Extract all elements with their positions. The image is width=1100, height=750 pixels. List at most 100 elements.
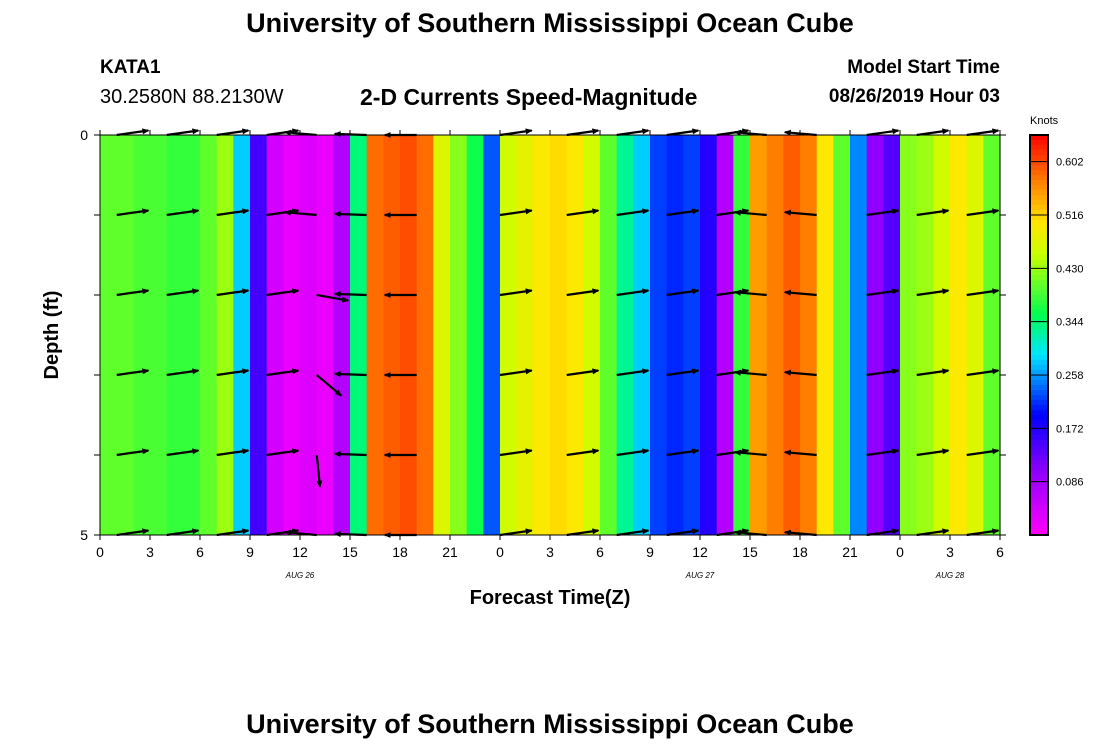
speed-column <box>883 135 901 535</box>
station-id: KATA1 <box>100 57 161 78</box>
x-tick-label: 15 <box>342 544 358 560</box>
colorbar-tick-label: 0.086 <box>1056 477 1084 489</box>
colorbar-segment <box>1030 210 1048 216</box>
colorbar-segment <box>1030 255 1048 261</box>
current-arrow <box>216 288 250 297</box>
colorbar-segment <box>1030 450 1048 456</box>
speed-column <box>583 135 601 535</box>
colorbar-segment <box>1030 505 1048 511</box>
speed-column <box>733 135 751 535</box>
colorbar-segment <box>1030 405 1048 411</box>
speed-column <box>833 135 851 535</box>
current-arrow <box>966 368 1000 377</box>
speed-column <box>166 135 184 535</box>
speed-column <box>100 135 118 535</box>
current-arrow <box>616 528 650 537</box>
current-arrow <box>166 528 200 537</box>
colorbar-tick-label: 0.430 <box>1056 263 1084 275</box>
speed-column <box>466 135 484 535</box>
station-coordinates: 30.2580N 88.2130W <box>100 86 284 108</box>
current-arrow <box>216 448 250 457</box>
colorbar-segment <box>1030 525 1048 531</box>
colorbar-segment <box>1030 465 1048 471</box>
x-tick-label: 12 <box>292 544 308 560</box>
speed-column <box>316 135 334 535</box>
speed-column <box>216 135 234 535</box>
speed-column <box>366 135 384 535</box>
current-arrow <box>499 528 533 537</box>
x-tick-label: 15 <box>742 544 758 560</box>
colorbar-segment <box>1030 520 1048 526</box>
colorbar-segment <box>1030 320 1048 326</box>
colorbar-segment <box>1030 345 1048 351</box>
y-tick-label: 0 <box>80 127 88 143</box>
current-arrow <box>733 369 767 377</box>
colorbar-segment <box>1030 190 1048 196</box>
colorbar-segment <box>1030 300 1048 306</box>
current-arrow <box>866 288 900 297</box>
current-arrow <box>499 368 533 377</box>
current-arrow <box>916 288 950 297</box>
x-tick-label: 6 <box>596 544 604 560</box>
current-arrow <box>783 209 817 217</box>
speed-column <box>300 135 318 535</box>
date-label: AUG 26 <box>285 571 315 580</box>
speed-column <box>116 135 134 535</box>
speed-column <box>650 135 668 535</box>
colorbar-segment <box>1030 445 1048 451</box>
current-arrow <box>716 448 750 457</box>
current-arrow <box>166 368 200 377</box>
current-arrow <box>566 528 600 537</box>
colorbar-tick-label: 0.516 <box>1056 210 1084 222</box>
colorbar-segment <box>1030 360 1048 366</box>
current-arrow <box>216 368 250 377</box>
current-arrow <box>733 289 767 297</box>
current-arrow <box>266 448 300 457</box>
current-arrow <box>616 128 650 137</box>
colorbar-segment <box>1030 230 1048 236</box>
colorbar-segment <box>1030 150 1048 156</box>
colorbar-segment <box>1030 220 1048 226</box>
current-arrow <box>216 528 250 537</box>
current-arrow <box>866 528 900 537</box>
colorbar-segment <box>1030 395 1048 401</box>
colorbar-tick-label: 0.258 <box>1056 370 1084 382</box>
colorbar-segment <box>1030 270 1048 276</box>
x-tick-label: 6 <box>996 544 1004 560</box>
current-arrow <box>866 448 900 457</box>
current-arrow <box>116 128 150 137</box>
speed-column <box>133 135 151 535</box>
current-arrow <box>716 128 750 137</box>
colorbar-tick-label: 0.172 <box>1056 423 1084 435</box>
colorbar-segment <box>1030 415 1048 421</box>
speed-column <box>866 135 884 535</box>
current-arrow <box>866 128 900 137</box>
current-arrow <box>333 451 367 458</box>
x-tick-label: 3 <box>546 544 554 560</box>
current-arrow <box>666 128 700 137</box>
x-tick-label: 0 <box>896 544 904 560</box>
current-arrow <box>916 128 950 137</box>
current-arrow <box>116 528 150 537</box>
current-arrow <box>916 208 950 217</box>
colorbar-segment <box>1030 430 1048 436</box>
model-start-label: Model Start Time <box>847 57 1000 78</box>
current-arrow <box>783 289 817 297</box>
colorbar-segment <box>1030 485 1048 491</box>
current-arrow <box>566 448 600 457</box>
current-arrow <box>866 368 900 377</box>
speed-column <box>633 135 651 535</box>
current-arrow <box>499 128 533 137</box>
speed-column <box>983 135 1001 535</box>
current-arrow <box>733 449 767 457</box>
current-arrow <box>266 528 300 537</box>
colorbar-segment <box>1030 370 1048 376</box>
speed-column <box>400 135 418 535</box>
speed-column <box>816 135 834 535</box>
speed-column <box>450 135 468 535</box>
speed-heatmap <box>100 135 1001 535</box>
current-vectors <box>116 128 1000 538</box>
speed-column <box>800 135 818 535</box>
speed-column <box>900 135 918 535</box>
